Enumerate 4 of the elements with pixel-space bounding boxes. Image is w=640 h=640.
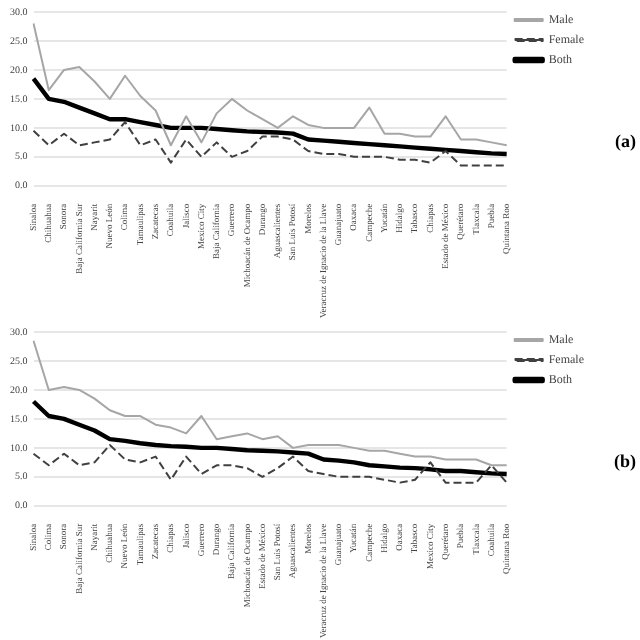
- line-series: [32, 443, 508, 484]
- text: (a): [615, 131, 636, 152]
- text: (b): [614, 451, 636, 472]
- line-series: [32, 121, 508, 167]
